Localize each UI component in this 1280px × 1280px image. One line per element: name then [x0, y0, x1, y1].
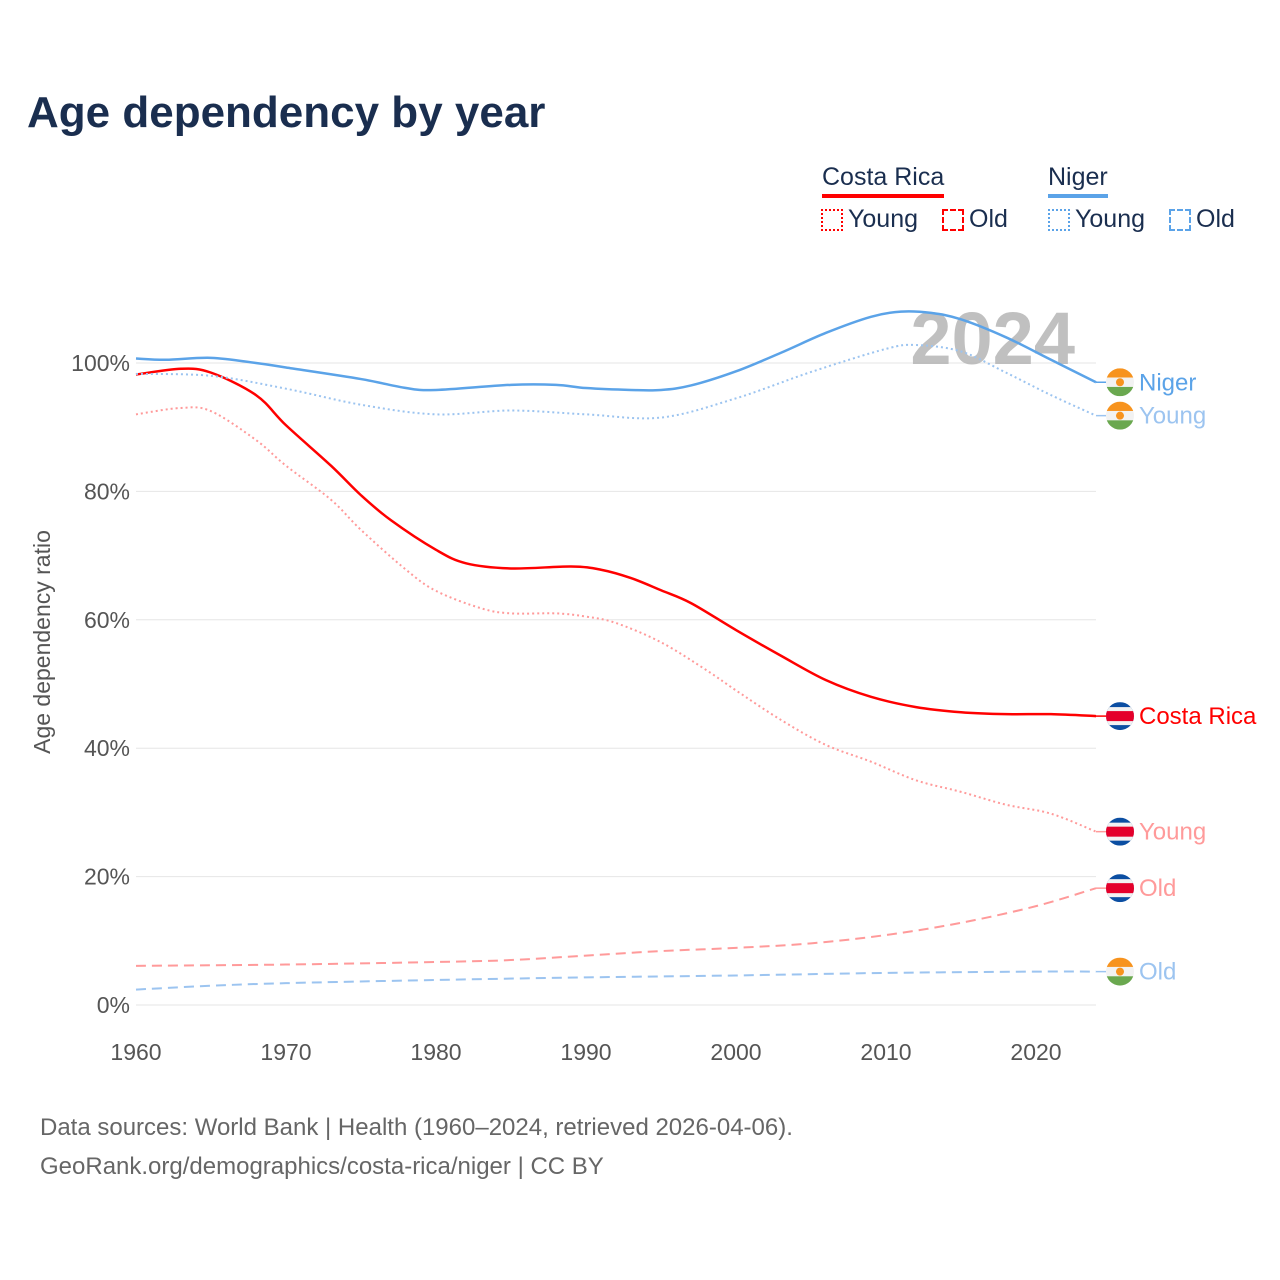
series-line-niger-old[interactable]: [135, 970, 1097, 991]
y-tick-label: 0%: [97, 992, 130, 1018]
end-label-niger-old: Old: [1096, 957, 1176, 986]
x-tick-label: 2010: [860, 1039, 911, 1065]
x-tick-label: 1960: [110, 1039, 161, 1065]
niger-flag-icon: [1106, 957, 1134, 986]
chart-title: Age dependency by year: [27, 88, 546, 137]
end-label-text: Young: [1139, 819, 1206, 846]
end-label-niger: Niger: [1096, 368, 1196, 397]
costa-rica-flag-icon: [1106, 874, 1134, 903]
y-tick-label: 40%: [84, 735, 130, 761]
end-label-text: Old: [1139, 875, 1176, 902]
legend-label: Old: [969, 205, 1008, 233]
dotted-swatch-icon: [821, 208, 843, 231]
legend-label: Young: [848, 205, 918, 233]
legend-label: Old: [1196, 205, 1235, 233]
y-tick-label: 80%: [84, 478, 130, 504]
end-label-costa-rica: Costa Rica: [1096, 702, 1257, 731]
end-label-text: Young: [1139, 403, 1206, 430]
series-line-costa-rica[interactable]: [135, 367, 1097, 718]
legend-niger-old[interactable]: Old: [1169, 205, 1235, 234]
x-tick-label: 1970: [260, 1039, 311, 1065]
x-tick-label: 1990: [560, 1039, 611, 1065]
end-label-text: Niger: [1139, 369, 1196, 396]
legend-costa-rica-old[interactable]: Old: [942, 205, 1008, 234]
y-axis-label: Age dependency ratio: [29, 530, 55, 754]
y-tick-label: 20%: [84, 864, 130, 890]
end-label-costa-rica-old: Old: [1096, 874, 1176, 903]
x-tick-label: 2020: [1010, 1039, 1061, 1065]
source-line-2[interactable]: GeoRank.org/demographics/costa-rica/nige…: [40, 1153, 604, 1180]
x-tick-label: 2000: [710, 1039, 761, 1065]
legend-label: Young: [1075, 205, 1145, 233]
legend-niger-young[interactable]: Young: [1048, 205, 1145, 234]
end-label-costa-rica-young: Young: [1096, 817, 1206, 846]
y-tick-label: 100%: [71, 350, 130, 376]
series-line-niger[interactable]: [135, 310, 1097, 392]
end-label-text: Old: [1139, 959, 1176, 986]
x-tick-label: 1980: [410, 1039, 461, 1065]
costa-rica-flag-icon: [1106, 702, 1134, 731]
dashed-swatch-icon: [942, 208, 964, 231]
series-line-costa-rica-old[interactable]: [135, 887, 1097, 967]
legend-costa-rica[interactable]: Costa Rica: [822, 163, 945, 198]
dotted-swatch-icon: [1048, 208, 1070, 231]
niger-flag-icon: [1106, 368, 1134, 397]
legend-costa-rica-young[interactable]: Young: [821, 205, 918, 234]
dashed-swatch-icon: [1169, 208, 1191, 231]
source-line-1: Data sources: World Bank | Health (1960–…: [40, 1114, 793, 1141]
year-watermark: 2024: [910, 297, 1075, 380]
end-label-text: Costa Rica: [1139, 703, 1257, 730]
end-label-niger-young: Young: [1096, 401, 1206, 430]
legend-niger[interactable]: Niger: [1048, 163, 1108, 198]
source-note: Data sources: World Bank | Health (1960–…: [40, 1108, 793, 1186]
series-line-niger-young[interactable]: [135, 343, 1097, 420]
costa-rica-flag-icon: [1106, 817, 1134, 846]
niger-flag-icon: [1106, 401, 1134, 430]
y-tick-label: 60%: [84, 607, 130, 633]
